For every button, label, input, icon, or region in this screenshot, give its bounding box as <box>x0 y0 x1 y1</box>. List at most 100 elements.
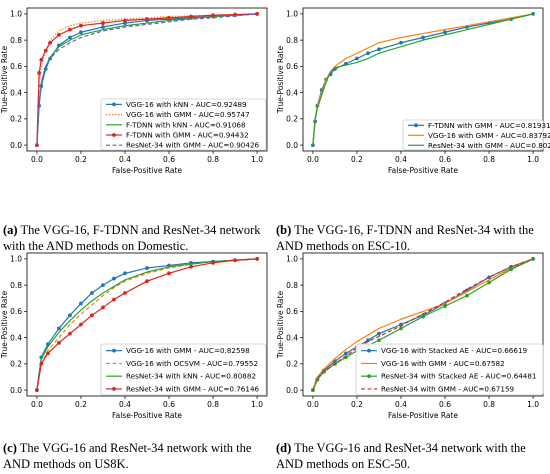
legend-marker <box>112 348 116 353</box>
legend-entry: VGG-16 with GMM - AUC=0.82598 <box>126 346 250 355</box>
y-tick-label: 1.0 <box>286 10 298 19</box>
x-tick-label: 1.0 <box>527 400 539 409</box>
x-tick-label: 0.4 <box>119 155 131 164</box>
x-axis-label: False-Positive Rate <box>388 411 458 420</box>
x-axis-label: False-Positive Rate <box>388 166 458 175</box>
data-point <box>465 293 469 298</box>
caption-a-tag: (a) <box>3 223 18 237</box>
legend-box <box>402 119 544 151</box>
data-point <box>39 57 44 62</box>
y-tick-label: 0.0 <box>10 386 22 395</box>
legend-entry: VGG-16 with Stacked AE - AUC=0.66619 <box>381 346 528 355</box>
y-tick-label: 0.6 <box>286 62 298 71</box>
data-point <box>43 48 48 53</box>
x-tick-label: 0.6 <box>163 155 175 164</box>
y-axis-label: True-Positive Rate <box>276 291 285 360</box>
x-tick-label: 1.0 <box>527 155 539 164</box>
y-tick-label: 0.8 <box>10 36 22 45</box>
roc-panel-3: 0.0 0.2 0.4 0.6 0.8 1.0 0.0 0.2 0.4 0.6 0.8 1.0 Fals… <box>0 252 268 420</box>
legend-marker <box>414 123 418 128</box>
data-point <box>68 27 72 32</box>
legend: VGG-16 with GMM - AUC=0.82598 VGG-16 with… <box>100 343 267 396</box>
series-line-4 <box>36 13 258 146</box>
x-tick-label: 0.4 <box>395 400 407 409</box>
data-point <box>145 279 149 284</box>
y-tick-label: 0.0 <box>286 386 298 395</box>
roc-figure: 0.0 0.2 0.4 0.6 0.8 1.0 0.0 0.2 0.4 0.6 0.8 1.0 Fals… <box>0 7 550 420</box>
y-tick-label: 0.0 <box>286 141 298 150</box>
data-point <box>57 340 61 345</box>
legend-entry: VGG-16 with GMM - AUC=0.83792 <box>428 131 550 140</box>
y-tick-label: 0.4 <box>286 88 298 97</box>
y-tick-label: 0.4 <box>10 333 22 342</box>
y-tick-label: 1.0 <box>10 10 22 19</box>
y-tick-label: 1.0 <box>286 255 298 264</box>
data-point <box>90 291 94 295</box>
caption-a: (a) The VGG-16, F-TDNN and ResNet-34 net… <box>3 222 271 254</box>
data-point <box>255 257 259 261</box>
x-tick-label: 0.8 <box>483 400 495 409</box>
legend-box <box>100 98 267 151</box>
data-point <box>189 14 193 19</box>
data-point <box>233 258 237 263</box>
data-point <box>79 322 83 327</box>
data-point <box>79 301 83 306</box>
data-point <box>211 260 215 265</box>
y-tick-label: 0.4 <box>10 88 22 97</box>
data-point <box>377 338 381 343</box>
series-line-4 <box>36 258 258 391</box>
x-tick-label: 0.6 <box>439 155 451 164</box>
caption-a-text: The VGG-16, F-TDNN and ResNet-34 network… <box>3 223 261 253</box>
legend-entry: F-TDNN with GMM - AUC=0.81931 <box>428 121 550 130</box>
legend-entry: ResNet-34 with GMM - AUC=0.8023 <box>428 141 550 150</box>
caption-d-tag: (d) <box>276 441 292 455</box>
x-tick-label: 0.0 <box>31 400 43 409</box>
caption-d: (d) The VGG-16 and ResNet-34 network wit… <box>276 440 544 472</box>
x-axis-label: False-Positive Rate <box>112 166 182 175</box>
caption-c-tag: (c) <box>3 441 17 455</box>
y-tick-label: 0.8 <box>286 281 298 290</box>
legend-entry: ResNet-34 with GMM - AUC=0.90426 <box>126 141 260 150</box>
legend-marker <box>112 133 116 137</box>
data-point <box>101 305 105 310</box>
data-point <box>443 30 447 35</box>
data-point <box>68 35 72 40</box>
data-point <box>123 18 127 23</box>
caption-b-tag: (b) <box>276 223 292 237</box>
y-axis-label: True-Positive Rate <box>0 291 9 360</box>
roc-panel-2: 0.0 0.2 0.4 0.6 0.8 1.0 0.0 0.2 0.4 0.6 0.8 1.0 Fals… <box>276 7 550 175</box>
y-tick-label: 0.2 <box>286 360 298 369</box>
legend-entry: VGG-16 with OCSVM - AUC=0.79552 <box>126 359 258 368</box>
data-point <box>167 271 171 276</box>
x-tick-label: 0.2 <box>75 400 87 409</box>
data-point <box>443 304 447 309</box>
y-tick-label: 0.6 <box>10 62 22 71</box>
y-tick-label: 0.8 <box>10 281 22 290</box>
x-tick-label: 0.2 <box>75 155 87 164</box>
data-point <box>145 266 149 270</box>
legend-marker <box>367 374 371 379</box>
series-line-2 <box>312 13 534 146</box>
data-point <box>46 351 50 356</box>
legend-marker <box>112 387 116 391</box>
data-point <box>57 326 61 331</box>
x-tick-label: 0.2 <box>351 400 363 409</box>
legend: VGG-16 with Stacked AE - AUC=0.66619 VGG-… <box>355 343 544 396</box>
caption-c: (c) The VGG-16 and ResNet-34 network wit… <box>3 440 271 472</box>
data-point <box>123 271 127 276</box>
x-tick-label: 1.0 <box>251 155 263 164</box>
data-point <box>48 40 53 45</box>
data-point <box>112 276 116 281</box>
y-tick-label: 0.6 <box>10 307 22 316</box>
data-point <box>355 56 359 61</box>
data-point <box>167 15 171 20</box>
legend-entry: ResNet-34 with kNN - AUC=0.80882 <box>126 372 256 381</box>
legend-box <box>355 343 544 396</box>
series-line-2 <box>36 258 258 391</box>
data-point <box>531 257 535 261</box>
series-line-5 <box>36 13 258 146</box>
data-point <box>123 21 127 25</box>
x-axis-label: False-Positive Rate <box>112 411 182 420</box>
y-tick-label: 0.8 <box>286 36 298 45</box>
data-point <box>79 23 83 28</box>
